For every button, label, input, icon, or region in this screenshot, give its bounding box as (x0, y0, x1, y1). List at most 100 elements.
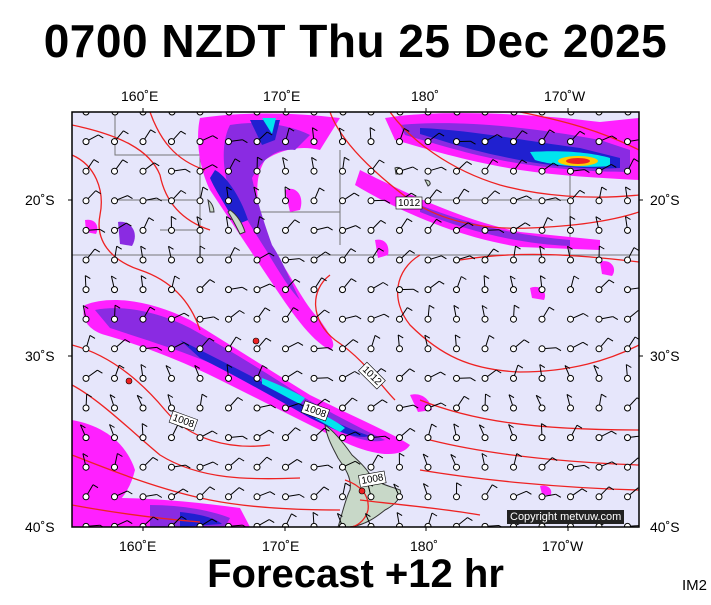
wind-barb-station (596, 139, 602, 145)
wind-barb-station (539, 316, 545, 322)
wind-barb-station (226, 405, 232, 411)
wind-barb-station (283, 494, 289, 500)
wind-barb-station (311, 287, 317, 293)
wind-barb-station (482, 316, 488, 322)
top-lon-label-3: 180˚ (411, 88, 439, 104)
wind-barb-station (368, 198, 374, 204)
wind-barb-station (112, 464, 118, 470)
wind-barb-station (625, 464, 631, 470)
wind-barb-station (625, 405, 631, 411)
wind-barb-station (283, 198, 289, 204)
wind-barb-station (596, 435, 602, 441)
wind-barb-station (254, 375, 260, 381)
wind-barb-station (454, 227, 460, 233)
wind-barb-station (511, 198, 517, 204)
wind-barb-station (596, 257, 602, 263)
top-lon-label-2: 170˚E (263, 88, 300, 104)
wind-barb-station (625, 168, 631, 174)
wind-barb-station (368, 287, 374, 293)
wind-barb-station (140, 168, 146, 174)
wind-barb-station (226, 464, 232, 470)
wind-barb-station (169, 435, 175, 441)
wind-barb-station (539, 287, 545, 293)
wind-barb-station (340, 139, 346, 145)
wind-barb-station (625, 435, 631, 441)
wind-barb-station (197, 464, 203, 470)
wind-barb-station (539, 227, 545, 233)
wind-barb-station (112, 168, 118, 174)
wind-barb-station (254, 139, 260, 145)
wind-barb-station (425, 494, 431, 500)
wind-barb-station (112, 435, 118, 441)
wind-barb-station (112, 257, 118, 263)
wind-barb-station (283, 346, 289, 352)
wind-barb-station (283, 287, 289, 293)
wind-barb-station (625, 139, 631, 145)
wind-barb-station (226, 375, 232, 381)
wind-barb-station (625, 494, 631, 500)
wind-barb-station (283, 316, 289, 322)
wind-barb-station (226, 494, 232, 500)
wind-barb-station (83, 287, 89, 293)
wind-barb-station (397, 287, 403, 293)
wind-barb-station (568, 316, 574, 322)
wind-barb-station (596, 168, 602, 174)
left-lat-label-3: 40˚S (25, 519, 55, 535)
wind-barb-station (568, 435, 574, 441)
wind-barb-station (568, 464, 574, 470)
wind-barb-station (368, 227, 374, 233)
wind-barb-station (425, 257, 431, 263)
wind-barb-station (368, 435, 374, 441)
wind-barb-station (226, 346, 232, 352)
wind-barb-station (482, 375, 488, 381)
wind-barb-flag (642, 525, 647, 528)
wind-barb-station (169, 257, 175, 263)
wind-barb-station (568, 227, 574, 233)
wind-barb-station (197, 168, 203, 174)
wind-barb-station (226, 287, 232, 293)
wind-barb-station (454, 168, 460, 174)
wind-barb-station (112, 227, 118, 233)
wind-barb-station (311, 346, 317, 352)
wind-barb-station (197, 316, 203, 322)
wind-barb-station (511, 257, 517, 263)
wind-barb-station (397, 494, 403, 500)
wind-barb-station (539, 139, 545, 145)
wind-barb-station (169, 405, 175, 411)
wind-barb-station (511, 346, 517, 352)
wind-barb-station (397, 405, 403, 411)
wind-barb-station (625, 198, 631, 204)
wind-barb-station (482, 405, 488, 411)
wind-barb-station (482, 346, 488, 352)
wind-barb-station (568, 168, 574, 174)
wind-barb-station (340, 464, 346, 470)
wind-barb-station (568, 139, 574, 145)
wind-barb-station (425, 139, 431, 145)
wind-barb-station (254, 464, 260, 470)
wind-barb-station (511, 227, 517, 233)
left-lat-label-1: 20˚S (25, 192, 55, 208)
wind-barb-station (254, 316, 260, 322)
right-lat-label-3: 40˚S (650, 519, 680, 535)
wind-barb-station (596, 375, 602, 381)
wind-barb-station (83, 435, 89, 441)
wind-barb-station (169, 287, 175, 293)
wind-barb-station (254, 227, 260, 233)
wind-barb-station (112, 346, 118, 352)
wind-barb-station (539, 435, 545, 441)
wind-barb-station (140, 139, 146, 145)
wind-barb-station (368, 346, 374, 352)
wind-barb-station (482, 464, 488, 470)
wind-barb-station (482, 257, 488, 263)
wind-barb-station (83, 494, 89, 500)
wind-barb-station (340, 405, 346, 411)
wind-barb-station (397, 227, 403, 233)
wind-barb-station (197, 287, 203, 293)
wind-barb-station (197, 227, 203, 233)
wind-barb-station (140, 464, 146, 470)
forecast-label: Forecast +12 hr (0, 552, 711, 597)
wind-barb-station (140, 257, 146, 263)
right-lat-label-1: 20˚S (650, 192, 680, 208)
wind-barb-station (482, 227, 488, 233)
wind-barb-station (83, 227, 89, 233)
